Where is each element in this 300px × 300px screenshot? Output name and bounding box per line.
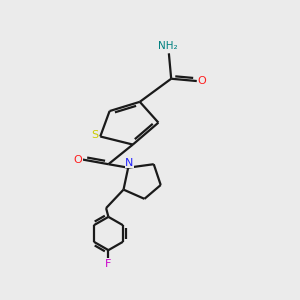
Text: O: O: [73, 154, 82, 165]
Text: F: F: [105, 259, 112, 269]
Text: S: S: [91, 130, 98, 140]
Text: NH₂: NH₂: [158, 41, 178, 51]
Text: O: O: [197, 76, 206, 86]
Text: N: N: [125, 158, 134, 168]
